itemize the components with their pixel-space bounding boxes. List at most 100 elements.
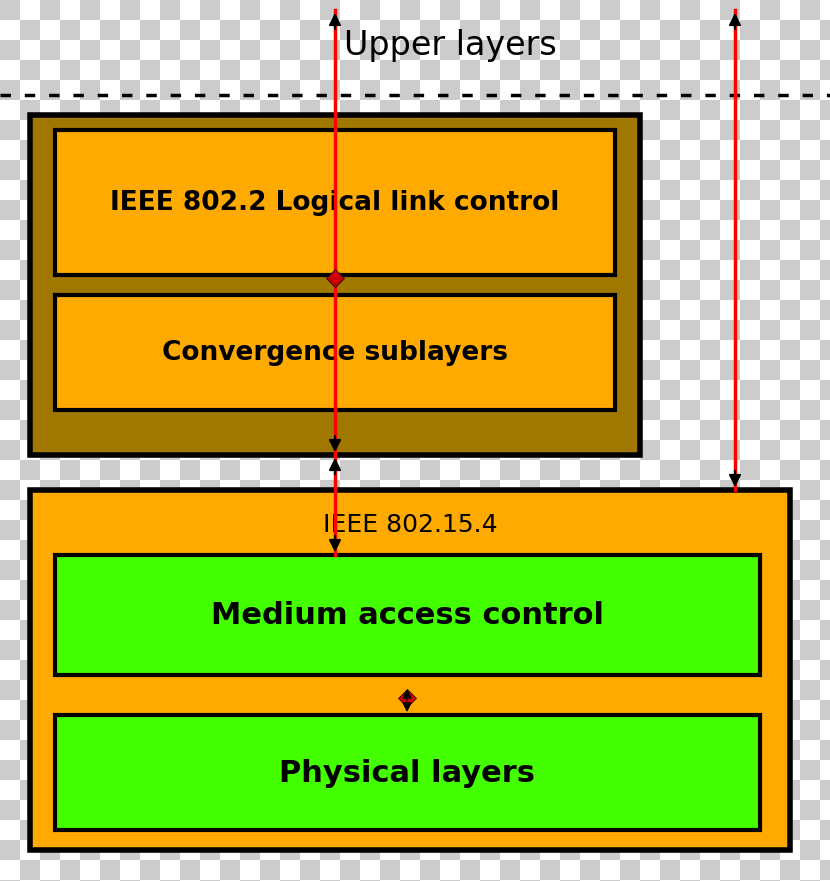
Bar: [360, 160, 380, 180]
Bar: [740, 580, 760, 600]
Bar: [480, 120, 500, 140]
Bar: [180, 80, 200, 100]
Bar: [400, 0, 420, 20]
Bar: [460, 260, 480, 280]
Bar: [680, 660, 700, 680]
Bar: [480, 300, 500, 320]
Bar: [640, 480, 660, 500]
Bar: [820, 860, 830, 880]
Bar: [340, 580, 360, 600]
Bar: [700, 0, 720, 20]
Bar: [560, 740, 580, 760]
Bar: [660, 520, 680, 540]
Bar: [580, 700, 600, 720]
Bar: [600, 380, 620, 400]
Bar: [20, 640, 40, 660]
Bar: [820, 500, 830, 520]
Bar: [480, 400, 500, 420]
Bar: [820, 520, 830, 540]
Bar: [740, 260, 760, 280]
Bar: [780, 200, 800, 220]
Bar: [320, 180, 340, 200]
Bar: [480, 200, 500, 220]
Bar: [640, 780, 660, 800]
Bar: [0, 180, 20, 200]
Bar: [180, 60, 200, 80]
Bar: [200, 580, 220, 600]
Bar: [420, 520, 440, 540]
Bar: [500, 180, 520, 200]
Bar: [160, 720, 180, 740]
Bar: [280, 320, 300, 340]
Bar: [360, 840, 380, 860]
Bar: [140, 540, 160, 560]
Bar: [480, 140, 500, 160]
Bar: [300, 820, 320, 840]
Bar: [560, 200, 580, 220]
Bar: [20, 460, 40, 480]
Bar: [320, 480, 340, 500]
Bar: [820, 100, 830, 120]
Bar: [740, 80, 760, 100]
Bar: [660, 680, 680, 700]
Bar: [820, 20, 830, 40]
Bar: [660, 460, 680, 480]
Bar: [780, 720, 800, 740]
Bar: [300, 120, 320, 140]
Bar: [40, 620, 60, 640]
Bar: [40, 240, 60, 260]
Bar: [0, 0, 20, 20]
Bar: [280, 420, 300, 440]
Bar: [680, 800, 700, 820]
Bar: [700, 180, 720, 200]
Bar: [800, 800, 820, 820]
Bar: [0, 820, 20, 840]
Bar: [540, 320, 560, 340]
Bar: [540, 380, 560, 400]
Bar: [680, 120, 700, 140]
Bar: [780, 120, 800, 140]
Bar: [560, 600, 580, 620]
Bar: [540, 280, 560, 300]
Bar: [480, 100, 500, 120]
Bar: [0, 200, 20, 220]
Bar: [180, 880, 200, 881]
Bar: [580, 380, 600, 400]
Text: Physical layers: Physical layers: [279, 759, 535, 788]
Bar: [120, 880, 140, 881]
Bar: [740, 220, 760, 240]
Bar: [500, 380, 520, 400]
Bar: [100, 640, 120, 660]
Bar: [480, 20, 500, 40]
Bar: [660, 340, 680, 360]
Bar: [720, 120, 740, 140]
Bar: [560, 760, 580, 780]
Bar: [560, 440, 580, 460]
Bar: [640, 60, 660, 80]
Bar: [200, 420, 220, 440]
Bar: [60, 60, 80, 80]
Bar: [300, 60, 320, 80]
Bar: [20, 380, 40, 400]
Bar: [460, 560, 480, 580]
Bar: [500, 680, 520, 700]
Bar: [460, 480, 480, 500]
Bar: [420, 440, 440, 460]
Bar: [480, 280, 500, 300]
Bar: [460, 680, 480, 700]
Bar: [0, 660, 20, 680]
Bar: [720, 600, 740, 620]
Bar: [800, 740, 820, 760]
Bar: [0, 220, 20, 240]
Bar: [340, 420, 360, 440]
Bar: [60, 760, 80, 780]
Bar: [240, 180, 260, 200]
Bar: [660, 300, 680, 320]
Bar: [740, 60, 760, 80]
Bar: [260, 420, 280, 440]
Bar: [800, 200, 820, 220]
Bar: [660, 660, 680, 680]
Bar: [40, 120, 60, 140]
Bar: [820, 540, 830, 560]
Bar: [460, 860, 480, 880]
